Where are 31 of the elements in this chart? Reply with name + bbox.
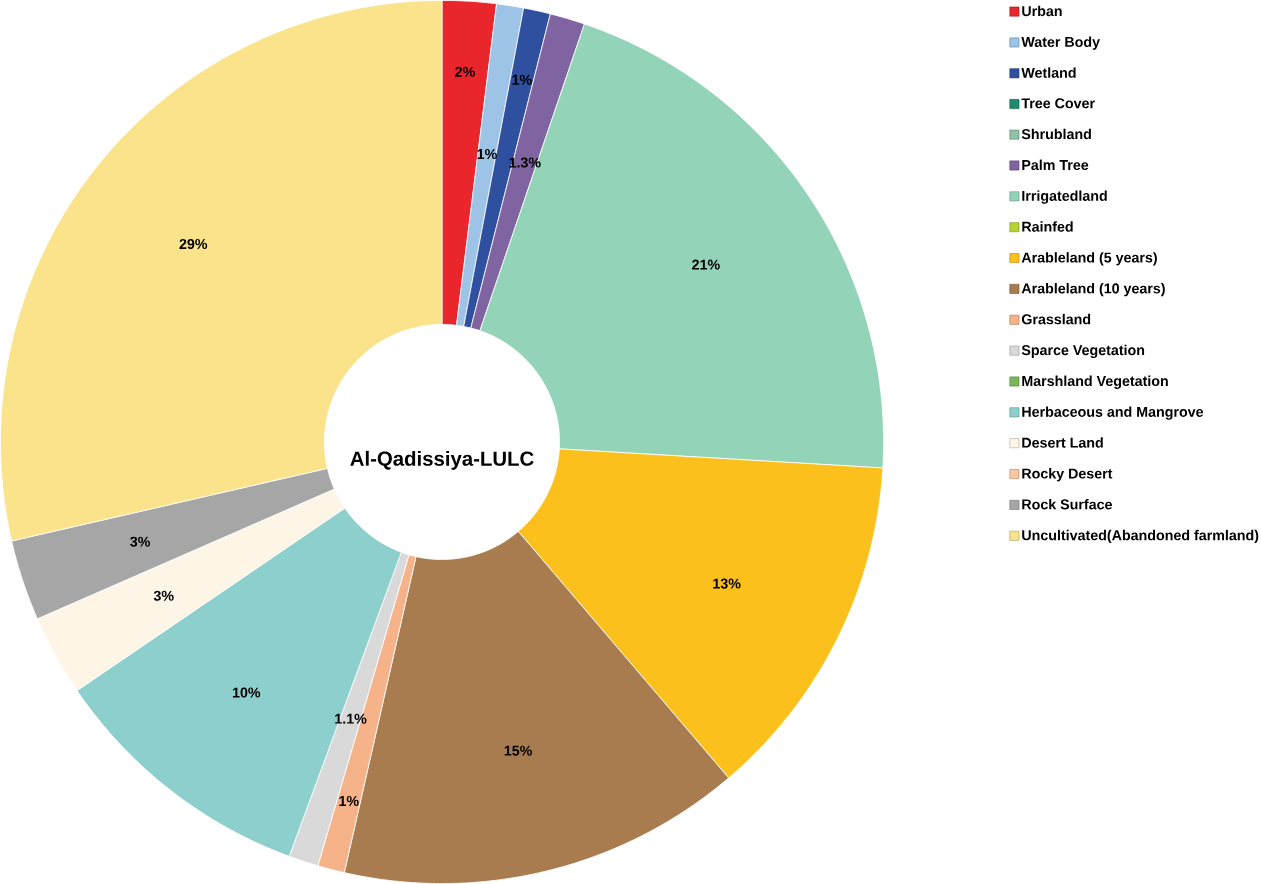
data-label: 1.1% (335, 713, 367, 724)
data-label: 21% (692, 259, 720, 270)
legend-label: Herbaceous and Mangrove (1022, 406, 1204, 420)
data-label: 1% (477, 149, 497, 160)
data-label: 13% (713, 578, 741, 589)
legend-label: Irrigatedland (1022, 190, 1107, 204)
legend-label: Wetland (1021, 67, 1076, 78)
legend-label: Uncultivated(Abandoned farmland) (1022, 529, 1259, 544)
legend-label: Grassland (1021, 313, 1091, 325)
legend-label: Shrubland (1021, 128, 1091, 140)
data-label: 29% (179, 238, 208, 250)
legend-label: Arableland (5 years) (1021, 252, 1157, 266)
legend-label: Marshland Vegetation (1022, 375, 1168, 389)
data-label: 15% (504, 745, 532, 756)
legend-label: Tree Cover (1021, 98, 1095, 109)
legend-label: Water Body (1021, 36, 1100, 50)
legend-label: Arableland (10 years) (1021, 283, 1165, 297)
data-label: 10% (232, 687, 261, 698)
legend-label: Rainfed (1022, 221, 1073, 232)
legend-label: Desert Land (1022, 437, 1103, 448)
legend-label: Urban (1022, 5, 1062, 17)
text: Al-Qadissiya-LULC (350, 450, 534, 470)
legend-label: Sparce Vegetation (1021, 344, 1145, 359)
legend-label: Rock Surface (1022, 499, 1112, 510)
data-label: 3% (130, 536, 151, 547)
data-label: 1% (339, 796, 359, 807)
legend-label: Rocky Desert (1022, 468, 1113, 482)
data-label: 1% (512, 74, 532, 85)
data-label: 3% (153, 590, 174, 601)
legend-label: Palm Tree (1022, 159, 1089, 171)
data-label: 2% (455, 66, 475, 77)
